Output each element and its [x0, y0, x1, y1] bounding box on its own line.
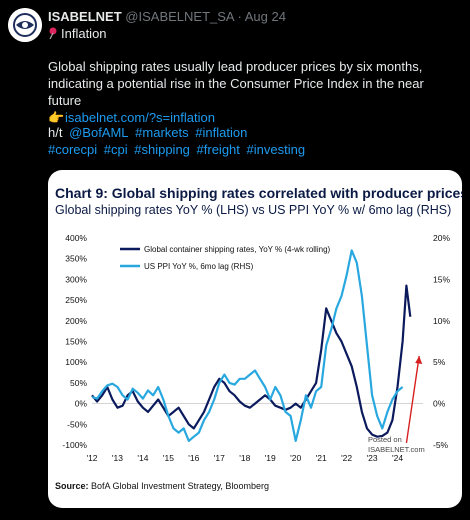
- x-tick-label: '22: [341, 453, 352, 463]
- chart-source: Source: BofA Global Investment Strategy,…: [55, 481, 269, 491]
- tweet-body: Global shipping rates usually lead produ…: [48, 59, 424, 108]
- x-tick-label: '23: [367, 453, 378, 463]
- tweet-text: Global shipping rates usually lead produ…: [48, 58, 460, 126]
- x-tick-label: '20: [290, 453, 301, 463]
- legend-label-shipping: Global container shipping rates, YoY % (…: [144, 245, 331, 254]
- hashtag-link[interactable]: #shipping: [134, 142, 190, 157]
- hashtag-link[interactable]: #cpi: [103, 142, 128, 157]
- separator: ·: [237, 9, 242, 24]
- x-tick-label: '14: [137, 453, 148, 463]
- category-line: Inflation: [48, 26, 107, 41]
- pushpin-icon: [49, 27, 57, 39]
- y-left-tick-label: -100%: [62, 440, 87, 450]
- y-left-tick-label: 250%: [65, 295, 87, 305]
- y-left-tick-label: 50%: [70, 378, 87, 388]
- source-label: Source:: [55, 481, 89, 491]
- x-tick-label: '13: [112, 453, 123, 463]
- hashtag-link[interactable]: #freight: [196, 142, 240, 157]
- category-label: Inflation: [61, 26, 107, 41]
- ppi-line: [91, 249, 404, 442]
- pointing-hand-icon: 👉: [48, 110, 65, 125]
- x-tick-label: '17: [214, 453, 225, 463]
- y-right-tick-label: 10%: [433, 316, 450, 326]
- y-right-tick-label: 15%: [433, 274, 450, 284]
- y-right-tick-label: 20%: [433, 233, 450, 243]
- isabelnet-logo-icon: [8, 8, 42, 42]
- y-left-tick-label: 150%: [65, 337, 87, 347]
- y-right-tick-label: 5%: [433, 357, 446, 367]
- y-left-tick-label: 400%: [65, 233, 87, 243]
- hashtag-link[interactable]: #investing: [246, 142, 306, 157]
- legend-label-ppi: US PPI YoY %, 6mo lag (RHS): [144, 262, 254, 271]
- y-left-tick-label: -50%: [67, 419, 87, 429]
- y-left-tick-label: 0%: [75, 399, 88, 409]
- x-tick-label: '12: [86, 453, 97, 463]
- watermark-text: ISABELNET.com: [368, 445, 425, 454]
- y-right-tick-label: -5%: [433, 440, 449, 450]
- hashtag-block: h/t @BofAML #markets #inflation #corecpi…: [48, 124, 460, 158]
- tweet-link[interactable]: isabelnet.com/?s=inflation: [65, 110, 215, 125]
- display-name[interactable]: ISABELNET: [48, 9, 122, 24]
- hashtag-link[interactable]: #corecpi: [48, 142, 98, 157]
- y-left-tick-label: 100%: [65, 357, 87, 367]
- user-handle[interactable]: @ISABELNET_SA: [125, 9, 234, 24]
- hashtag-link[interactable]: #markets: [135, 125, 189, 140]
- mention-link[interactable]: @BofAML: [69, 125, 129, 140]
- x-tick-label: '16: [188, 453, 199, 463]
- trend-arrowhead: [415, 355, 423, 364]
- chart-title: Chart 9: Global shipping rates correlate…: [55, 185, 462, 201]
- chart-plot: 400% 350% 300% 250% 200% 150% 100% 50% 0% -50% -10…: [62, 233, 450, 463]
- y-left-tick-label: 300%: [65, 274, 87, 284]
- shipping-rates-line: [91, 284, 412, 438]
- x-tick-label: '19: [265, 453, 276, 463]
- y-right-tick-label: 0%: [433, 399, 446, 409]
- x-tick-label: '15: [163, 453, 174, 463]
- trend-arrow: [405, 355, 420, 444]
- x-tick-label: '24: [392, 453, 403, 463]
- avatar[interactable]: [8, 8, 42, 42]
- source-text: BofA Global Investment Strategy, Bloombe…: [91, 481, 269, 491]
- y-left-tick-label: 350%: [65, 254, 87, 264]
- y-left-tick-label: 200%: [65, 316, 87, 326]
- x-tick-label: '18: [239, 453, 250, 463]
- x-tick-label: '21: [316, 453, 327, 463]
- hashtag-link[interactable]: #inflation: [195, 125, 248, 140]
- watermark-text: Posted on: [368, 435, 402, 444]
- chart-image-card[interactable]: Chart 9: Global shipping rates correlate…: [48, 170, 462, 508]
- hat-tip-prefix: h/t: [48, 125, 63, 140]
- tweet-header: ISABELNET @ISABELNET_SA · Aug 24: [48, 9, 286, 24]
- tweet-date[interactable]: Aug 24: [244, 9, 286, 24]
- chart-subtitle: Global shipping rates YoY % (LHS) vs US …: [55, 203, 452, 217]
